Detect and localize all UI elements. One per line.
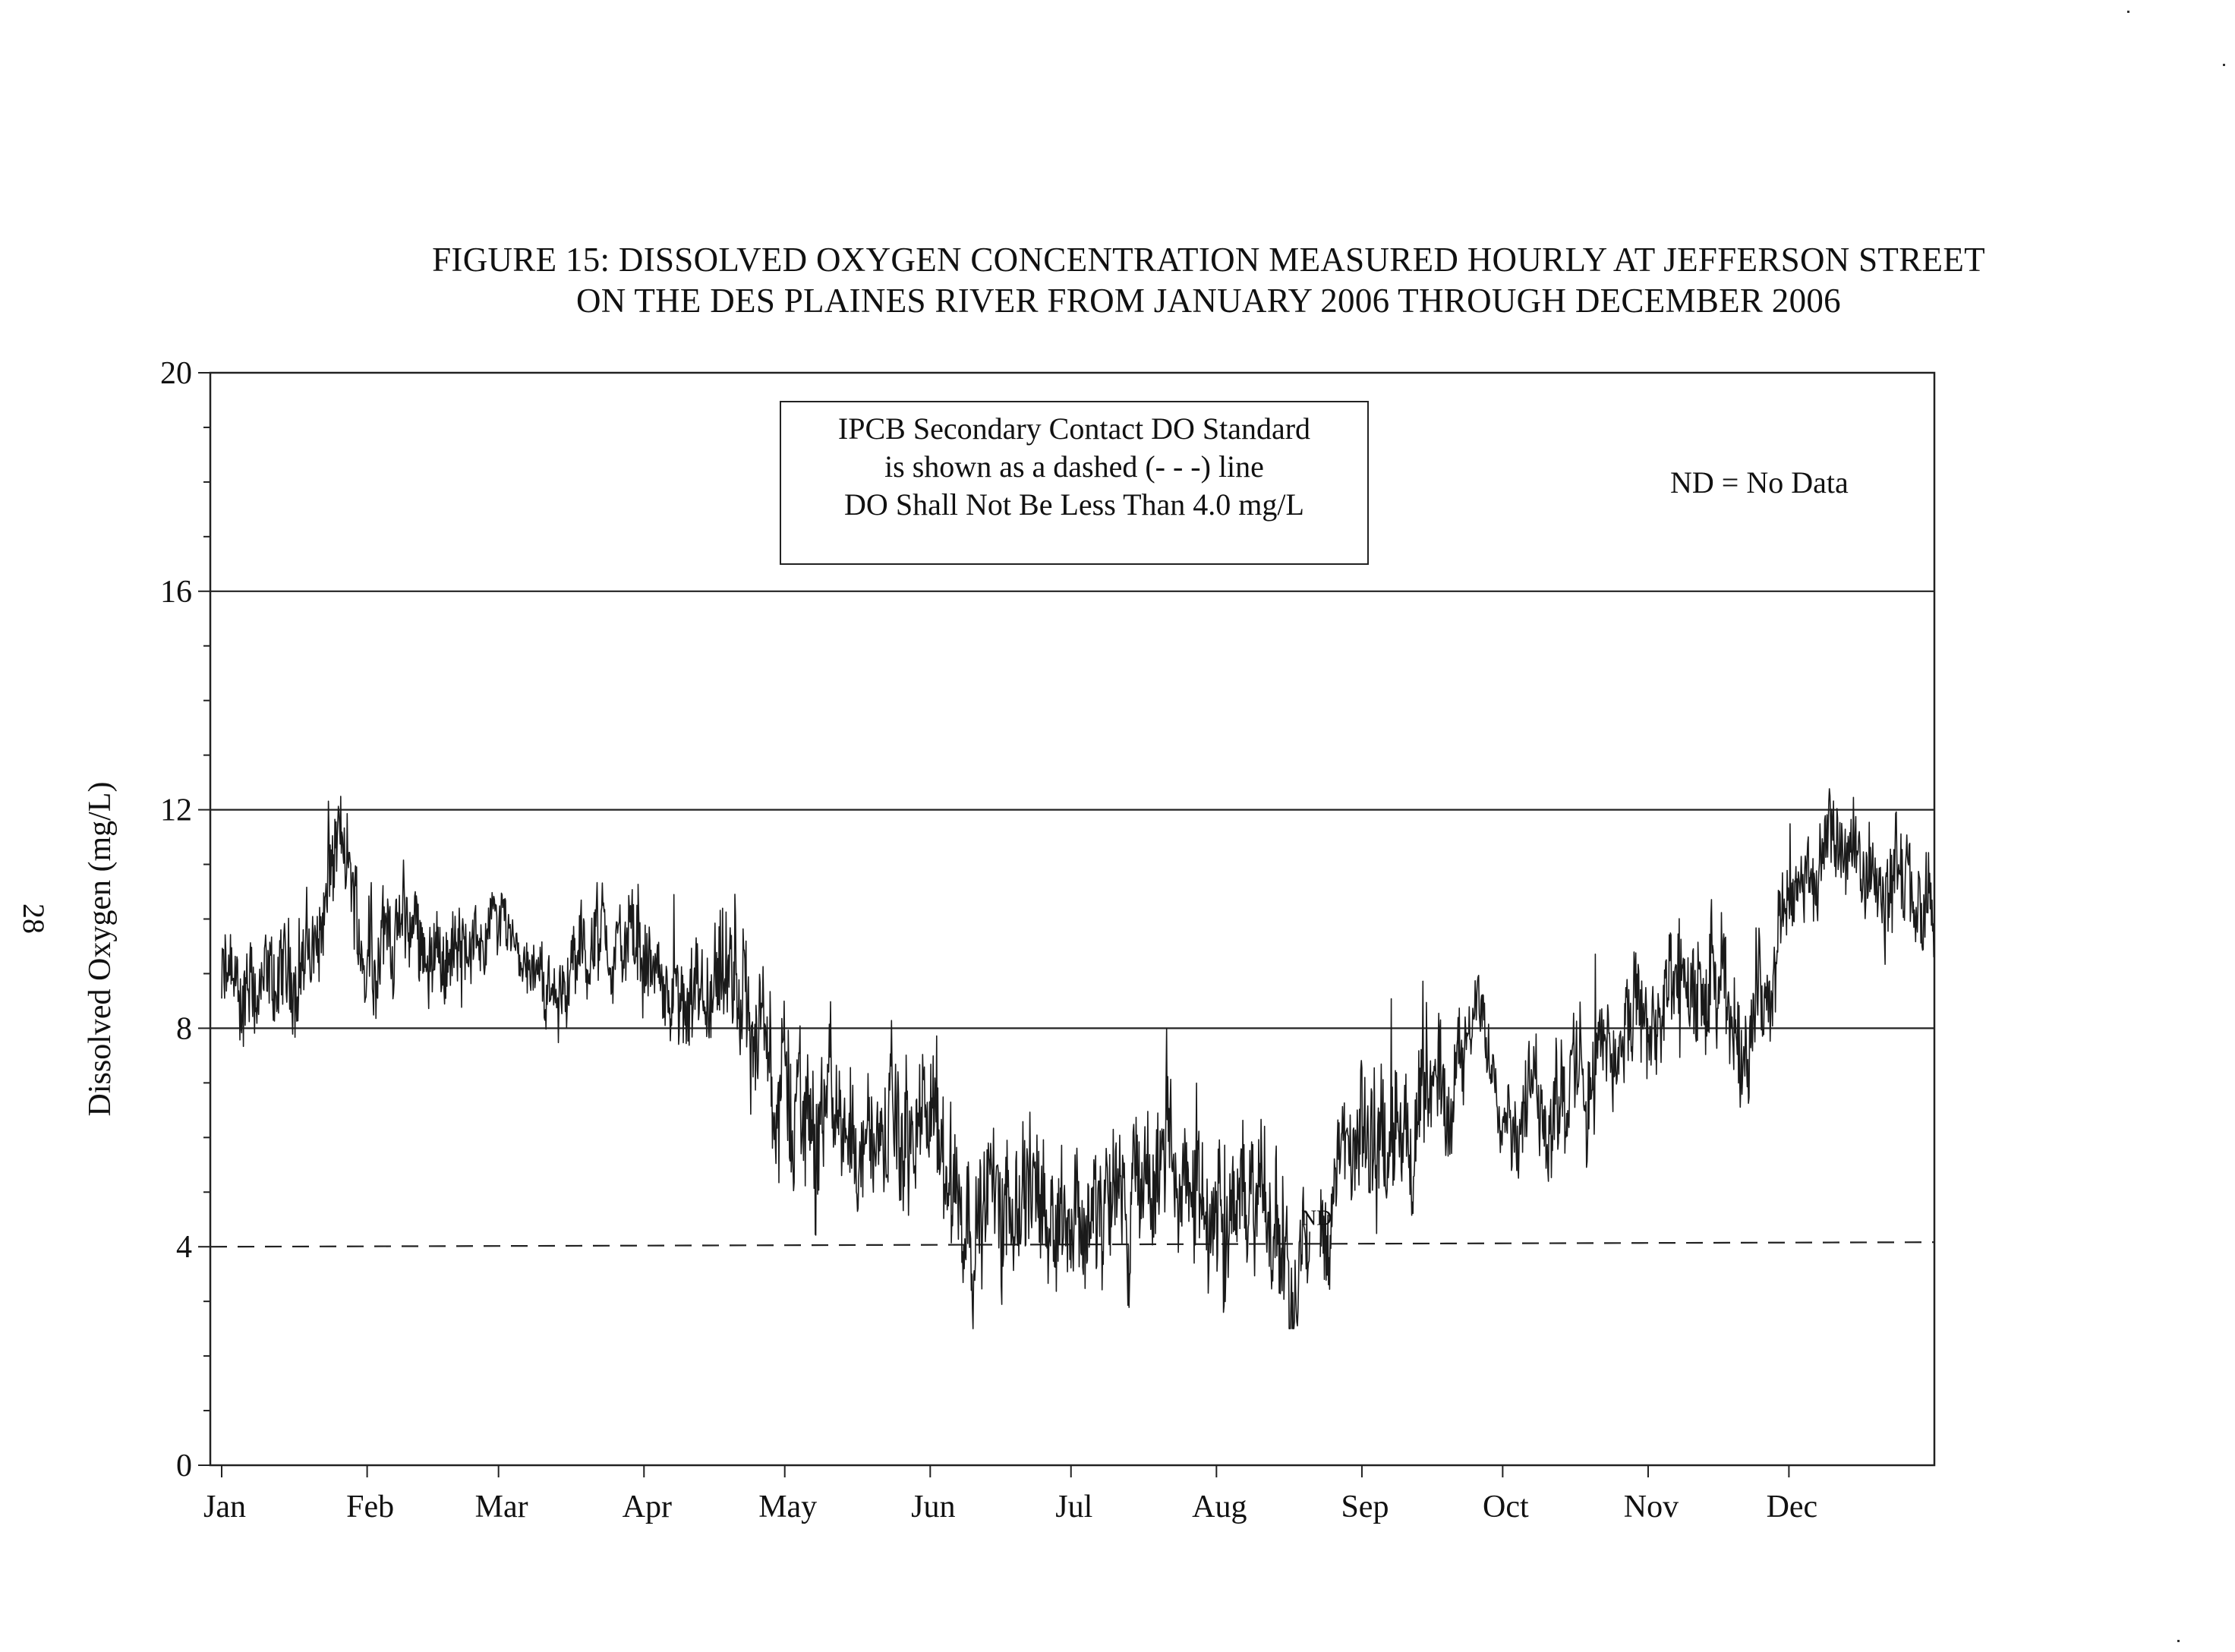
chart-axes (198, 371, 1936, 1477)
x-tick-label: Jun (911, 1490, 955, 1524)
y-tick-label: 0 (176, 1449, 192, 1483)
chart-labels: 0 4 8 12 16 20 Jan Feb Mar Apr May Jun Jul Aug Sep Oct N… (160, 356, 1817, 1524)
x-tick-label: Nov (1624, 1490, 1679, 1524)
x-tick-label: May (758, 1490, 817, 1524)
do-series-line (1319, 788, 1934, 1290)
do-series (221, 788, 1934, 1329)
x-tick-label: Sep (1341, 1490, 1389, 1524)
x-tick-label: Oct (1483, 1490, 1529, 1524)
legend-line-3: DO Shall Not Be Less Than 4.0 mg/L (844, 487, 1304, 522)
y-tick-label: 16 (160, 575, 192, 610)
x-tick-label: Dec (1767, 1490, 1818, 1524)
x-tick-label: Apr (623, 1490, 672, 1524)
x-tick-label: Feb (346, 1490, 394, 1524)
y-tick-label: 8 (176, 1011, 192, 1046)
x-tick-label: Aug (1192, 1490, 1247, 1524)
y-tick-label: 4 (176, 1230, 192, 1265)
x-tick-label: Jan (203, 1490, 246, 1524)
no-data-note: ND = No Data (1670, 465, 1849, 500)
x-tick-label: Jul (1055, 1490, 1092, 1524)
y-tick-label: 12 (160, 793, 192, 828)
y-tick-label: 20 (160, 356, 192, 391)
do-series-line (221, 796, 1310, 1329)
legend-line-2: is shown as a dashed (- - -) line (884, 449, 1264, 484)
standard-legend-box: IPCB Secondary Contact DO Standard is sh… (780, 401, 1369, 565)
x-tick-label: Mar (475, 1490, 528, 1524)
legend-line-1: IPCB Secondary Contact DO Standard (837, 411, 1311, 446)
chart-title: FIGURE 15: DISSOLVED OXYGEN CONCENTRATIO… (432, 241, 1985, 279)
chart-subtitle: ON THE DES PLAINES RIVER FROM JANUARY 20… (576, 282, 1841, 320)
nd-gap-label: ND (1301, 1206, 1332, 1230)
